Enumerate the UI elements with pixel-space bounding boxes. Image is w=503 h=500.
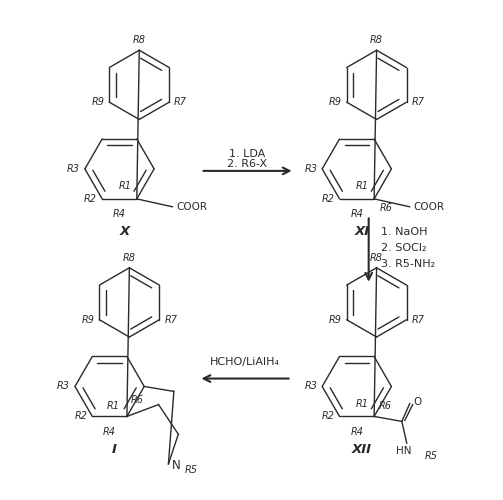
Text: R4: R4 — [113, 210, 126, 220]
Text: R9: R9 — [328, 97, 342, 107]
Text: R7: R7 — [174, 97, 187, 107]
Text: R2: R2 — [321, 412, 334, 422]
Text: 2. R6-X: 2. R6-X — [227, 159, 267, 169]
Text: XI: XI — [354, 226, 369, 238]
Text: R7: R7 — [411, 97, 425, 107]
Text: R1: R1 — [356, 181, 369, 191]
Text: N: N — [172, 460, 180, 472]
Text: R7: R7 — [164, 314, 177, 324]
Text: XII: XII — [352, 443, 372, 456]
Text: 1. LDA: 1. LDA — [229, 149, 265, 159]
Text: R1: R1 — [107, 400, 120, 410]
Text: R5: R5 — [184, 465, 197, 475]
Text: R8: R8 — [123, 253, 136, 263]
Text: R3: R3 — [304, 164, 317, 174]
Text: R9: R9 — [81, 314, 95, 324]
Text: R8: R8 — [370, 36, 383, 46]
Text: R4: R4 — [350, 427, 363, 437]
Text: R8: R8 — [133, 36, 146, 46]
Text: COOR: COOR — [413, 202, 445, 212]
Text: 3. R5-NH₂: 3. R5-NH₂ — [381, 259, 435, 269]
Text: R6: R6 — [131, 394, 144, 404]
Text: O: O — [413, 396, 422, 406]
Text: R9: R9 — [92, 97, 104, 107]
Text: R2: R2 — [84, 194, 97, 204]
Text: I: I — [112, 443, 117, 456]
Text: R3: R3 — [67, 164, 80, 174]
Text: HN: HN — [396, 446, 411, 456]
Text: R6: R6 — [379, 402, 392, 411]
Text: R1: R1 — [118, 181, 131, 191]
Text: R5: R5 — [425, 451, 438, 461]
Text: R7: R7 — [411, 314, 425, 324]
Text: R2: R2 — [74, 412, 88, 422]
Text: R4: R4 — [350, 210, 363, 220]
Text: R6: R6 — [380, 203, 393, 213]
Text: 1. NaOH: 1. NaOH — [381, 227, 427, 237]
Text: R8: R8 — [370, 253, 383, 263]
Text: 2. SOCl₂: 2. SOCl₂ — [381, 243, 426, 253]
Text: R9: R9 — [328, 314, 342, 324]
Text: X: X — [119, 226, 130, 238]
Text: R3: R3 — [57, 382, 70, 392]
Text: HCHO/LiAlH₄: HCHO/LiAlH₄ — [210, 356, 280, 366]
Text: R1: R1 — [356, 398, 369, 408]
Text: COOR: COOR — [177, 202, 207, 212]
Text: R2: R2 — [321, 194, 334, 204]
Text: R3: R3 — [304, 382, 317, 392]
Text: R4: R4 — [103, 427, 116, 437]
